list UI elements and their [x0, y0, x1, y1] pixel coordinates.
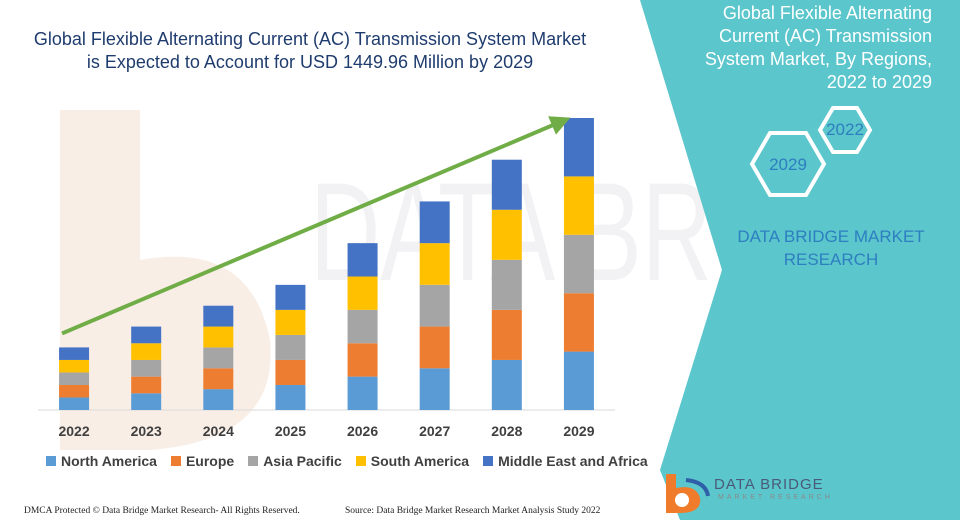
trend-arrow-line — [61, 118, 566, 336]
bar-segment-2028-north-america — [491, 359, 522, 410]
bar-segment-2028-south-america — [491, 209, 522, 260]
legend-swatch — [355, 456, 366, 466]
legend-label: South America — [370, 453, 470, 469]
panel-title: Global Flexible Alternating Current (AC)… — [704, 3, 932, 92]
bar-segment-2028-asia-pacific — [491, 259, 522, 310]
legend-swatch — [483, 456, 494, 466]
legend-item: North America — [46, 453, 157, 469]
legend-item: Asia Pacific — [248, 453, 342, 469]
legend-label: North America — [61, 453, 157, 469]
hex-label-2022: 2022 — [826, 120, 864, 139]
bar-segment-2027-asia-pacific — [419, 284, 450, 327]
copyright-footer: DMCA Protected © Data Bridge Market Rese… — [24, 506, 300, 516]
bar-segment-2023-middle-east-and-africa — [131, 326, 162, 344]
hexagon-2022-icon — [817, 106, 873, 154]
bar-segment-2023-asia-pacific — [131, 359, 162, 377]
legend-label: Middle East and Africa — [498, 453, 648, 469]
source-footer: Source: Data Bridge Market Research Mark… — [345, 506, 601, 516]
bar-segment-2023-north-america — [131, 393, 162, 410]
legend-item: Middle East and Africa — [483, 453, 648, 469]
x-tick-label: 2023 — [131, 423, 162, 439]
bar-segment-2029-north-america — [563, 351, 594, 410]
bar-segment-2023-europe — [131, 376, 162, 394]
x-tick-label: 2026 — [347, 423, 378, 439]
bar-segment-2024-south-america — [203, 326, 234, 348]
trend-arrow-head-icon — [548, 116, 571, 135]
bar-segment-2026-asia-pacific — [347, 309, 378, 344]
bar-segment-2025-europe — [275, 359, 306, 385]
x-tick-label: 2025 — [275, 423, 306, 439]
logo-subtitle: MARKET RESEARCH — [718, 494, 833, 501]
bar-segment-2027-south-america — [419, 243, 450, 285]
bar-segment-2022-north-america — [59, 397, 90, 410]
chart-legend: North America Europe Asia Pacific South Ame… — [46, 453, 648, 469]
bar-segment-2023-south-america — [131, 343, 162, 360]
bar-segment-2027-europe — [419, 326, 450, 369]
bar-segment-2026-middle-east-and-africa — [347, 243, 378, 277]
logo-icon — [666, 474, 710, 513]
brand-text: DATA BRIDGE MARKET RESEARCH — [737, 227, 925, 269]
bar-segment-2026-north-america — [347, 376, 378, 410]
x-tick-label: 2022 — [58, 423, 89, 439]
x-tick-label: 2027 — [419, 423, 450, 439]
bar-segment-2029-asia-pacific — [563, 234, 594, 294]
bar-segment-2029-europe — [563, 293, 594, 352]
bar-segment-2022-south-america — [59, 359, 90, 373]
x-tick-label: 2028 — [491, 423, 522, 439]
bar-segment-2027-middle-east-and-africa — [419, 201, 450, 244]
bar-segment-2022-asia-pacific — [59, 372, 90, 385]
bar-segment-2029-south-america — [563, 176, 594, 235]
side-panel-shape — [640, 0, 960, 520]
logo-name: DATA BRIDGE — [714, 476, 824, 493]
legend-label: Europe — [185, 453, 235, 469]
bar-segment-2028-middle-east-and-africa — [491, 159, 522, 210]
legend-swatch — [248, 456, 259, 466]
bar-segment-2027-north-america — [419, 368, 450, 410]
x-tick-label: 2024 — [203, 423, 234, 439]
x-tick-label: 2029 — [563, 423, 594, 439]
bar-segment-2026-south-america — [347, 276, 378, 310]
legend-swatch — [46, 456, 56, 466]
bar-segment-2025-middle-east-and-africa — [275, 284, 306, 310]
bar-segment-2024-europe — [203, 368, 234, 390]
bar-segment-2024-asia-pacific — [203, 347, 234, 369]
bar-segment-2026-europe — [347, 343, 378, 377]
bar-segment-2024-north-america — [203, 389, 234, 410]
hexagon-2029-icon — [749, 131, 827, 197]
legend-label: Asia Pacific — [263, 453, 342, 469]
bar-segment-2022-middle-east-and-africa — [59, 347, 90, 360]
legend-swatch — [170, 456, 181, 466]
bar-segment-2022-europe — [59, 384, 90, 398]
legend-item: South America — [355, 453, 470, 469]
bar-segment-2025-asia-pacific — [275, 334, 306, 360]
hex-label-2029: 2029 — [769, 155, 807, 174]
bar-segment-2024-middle-east-and-africa — [203, 305, 234, 327]
bar-segment-2025-north-america — [275, 384, 306, 410]
legend-item: Europe — [170, 453, 235, 469]
bar-segment-2028-europe — [491, 309, 522, 360]
bar-segment-2029-middle-east-and-africa — [563, 118, 594, 177]
chart-title: Global Flexible Alternating Current (AC)… — [33, 29, 587, 72]
bar-segment-2025-south-america — [275, 309, 306, 335]
